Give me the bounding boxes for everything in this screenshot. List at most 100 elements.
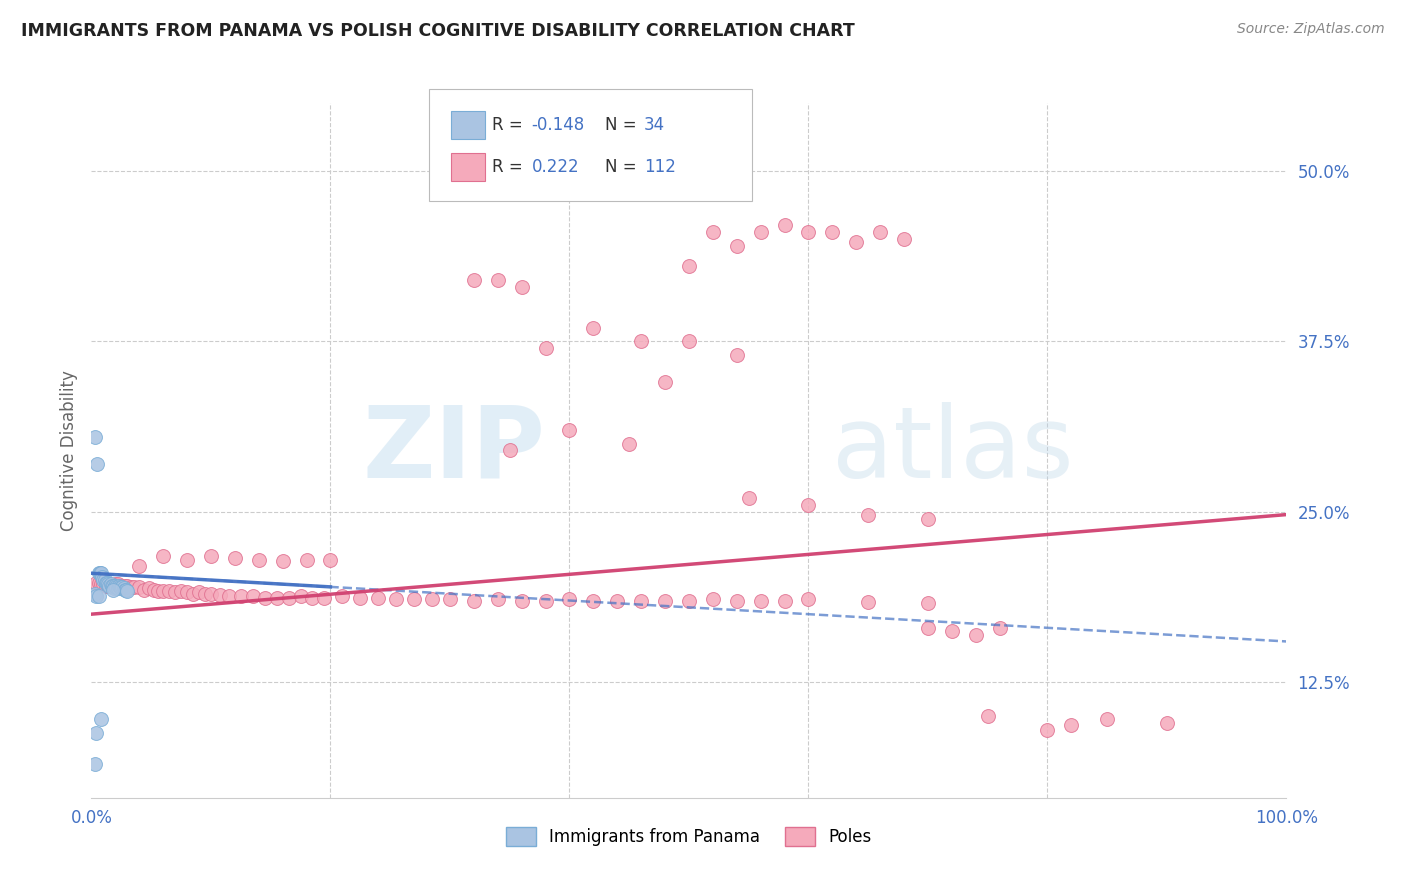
Point (112, 581, 135, 595)
Point (271, 554, 294, 568)
Point (242, 590, 264, 604)
Point (84, 757, 107, 772)
Point (290, 590, 312, 604)
Point (105, 580, 128, 594)
Text: N =: N = (605, 116, 641, 134)
Point (94, 578, 117, 592)
Point (773, 219, 796, 233)
Point (486, 592, 509, 607)
Point (86, 457, 108, 471)
Point (96, 575, 118, 590)
Point (301, 591, 323, 605)
Point (463, 593, 485, 607)
Point (856, 508, 880, 522)
Point (619, 436, 641, 450)
Point (100, 577, 122, 591)
Point (277, 591, 299, 605)
Text: 34: 34 (644, 116, 665, 134)
Point (1097, 712, 1119, 726)
Point (93, 577, 114, 591)
Point (1060, 717, 1083, 731)
Point (101, 578, 124, 592)
Point (654, 593, 676, 607)
Point (1036, 723, 1059, 738)
Point (114, 582, 136, 597)
Point (821, 225, 844, 239)
Point (87, 566, 110, 581)
Point (869, 225, 891, 239)
Point (319, 552, 342, 566)
Point (917, 621, 939, 635)
Text: N =: N = (605, 158, 641, 176)
Point (534, 341, 557, 355)
Point (94, 575, 117, 590)
Point (181, 587, 204, 601)
Point (253, 591, 276, 605)
Point (84, 590, 107, 604)
Point (725, 593, 748, 607)
Point (110, 581, 132, 595)
Point (138, 581, 160, 595)
Point (510, 593, 533, 607)
Text: Source: ZipAtlas.com: Source: ZipAtlas.com (1237, 22, 1385, 37)
Point (89, 566, 111, 581)
Point (229, 590, 252, 604)
Point (332, 590, 354, 604)
Point (224, 551, 246, 566)
Point (965, 627, 987, 641)
Point (148, 584, 170, 599)
Point (128, 559, 150, 574)
Point (534, 593, 557, 607)
Point (87, 590, 110, 604)
Point (988, 621, 1011, 635)
Point (917, 511, 939, 525)
Point (97, 578, 120, 592)
Point (103, 581, 125, 595)
Point (510, 279, 533, 293)
Point (101, 582, 124, 597)
Point (582, 593, 605, 607)
Point (97, 577, 120, 591)
Point (108, 578, 131, 592)
Text: -0.148: -0.148 (531, 116, 585, 134)
Point (498, 443, 520, 458)
Point (247, 552, 270, 566)
Point (558, 423, 581, 437)
Point (152, 549, 174, 563)
Point (654, 376, 676, 390)
Point (100, 578, 122, 592)
Point (917, 596, 939, 610)
Point (152, 584, 174, 599)
Point (893, 232, 915, 246)
Text: 0.222: 0.222 (531, 158, 579, 176)
Point (209, 588, 232, 602)
Point (108, 578, 131, 592)
Point (115, 578, 138, 592)
Point (93, 573, 115, 587)
Point (439, 592, 461, 607)
Point (630, 593, 652, 607)
Point (200, 549, 222, 563)
Point (128, 580, 150, 594)
Point (107, 581, 129, 595)
Point (463, 273, 485, 287)
Point (84, 430, 107, 444)
Point (107, 577, 129, 591)
Point (678, 593, 700, 607)
Point (163, 585, 186, 599)
Point (1156, 716, 1178, 731)
Text: IMMIGRANTS FROM PANAMA VS POLISH COGNITIVE DISABILITY CORRELATION CHART: IMMIGRANTS FROM PANAMA VS POLISH COGNITI… (21, 22, 855, 40)
Point (108, 580, 131, 594)
Point (420, 592, 443, 607)
Point (132, 582, 155, 597)
Point (115, 584, 138, 599)
Point (385, 592, 408, 607)
Point (678, 260, 700, 274)
Point (349, 591, 371, 605)
Point (606, 593, 628, 607)
Point (725, 239, 748, 253)
Point (200, 587, 222, 601)
Point (558, 592, 581, 607)
Point (124, 580, 146, 594)
Point (93, 573, 114, 587)
